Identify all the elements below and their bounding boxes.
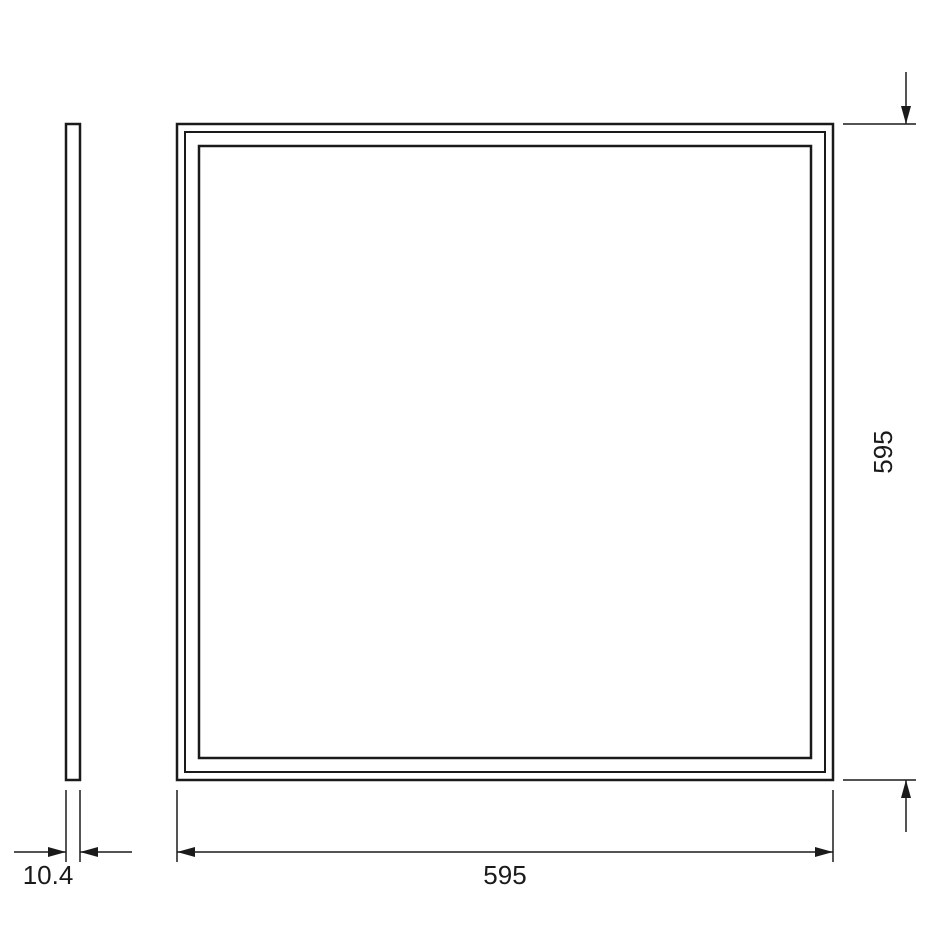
technical-drawing: 595 10.4 595: [0, 0, 933, 931]
dim-label: 595: [868, 430, 898, 473]
dim-label: 10.4: [23, 860, 74, 890]
dim-label: 595: [483, 860, 526, 890]
